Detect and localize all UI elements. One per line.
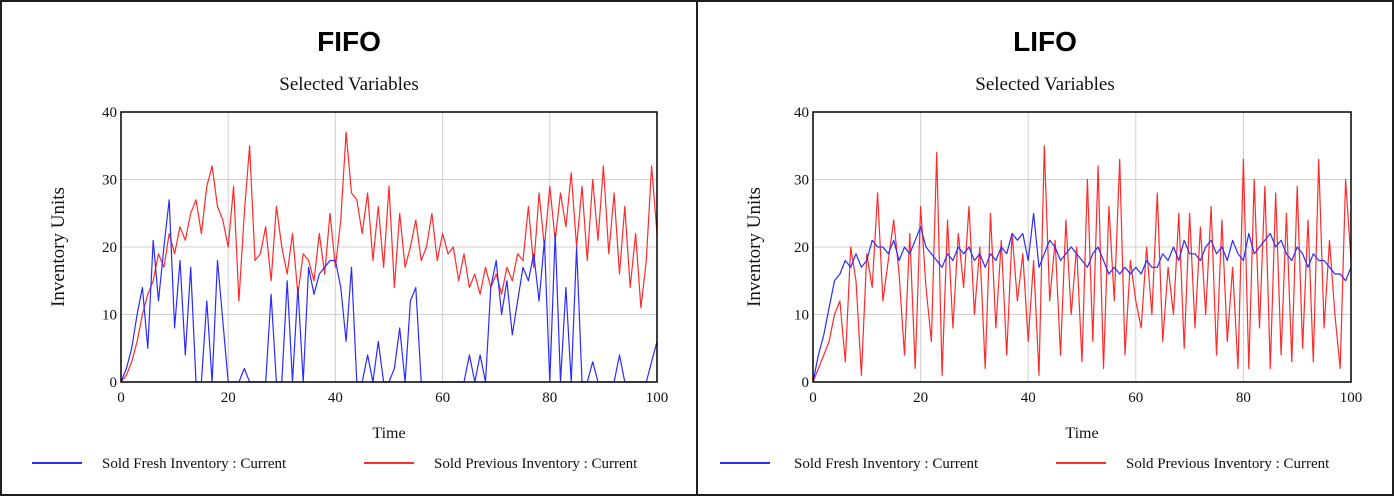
x-tick-label: 100 <box>1340 390 1363 406</box>
x-tick-label: 60 <box>435 390 450 406</box>
x-tick-label: 60 <box>1128 390 1143 406</box>
y-tick-label: 40 <box>794 105 809 121</box>
legend-label: Sold Previous Inventory : Current <box>434 456 638 472</box>
series-line-sold-previous <box>812 145 1352 383</box>
x-axis-label: Time <box>372 425 405 442</box>
chart-title: Selected Variables <box>279 74 419 95</box>
y-tick-label: 30 <box>102 173 117 189</box>
x-axis-label: Time <box>1065 425 1098 442</box>
chart-panel-fifo: FIFO Selected Variables 0 10 20 30 40 0 20 40 60… <box>0 0 698 496</box>
x-tick-label: 100 <box>646 390 669 406</box>
legend-label: Sold Fresh Inventory : Current <box>794 456 979 472</box>
y-tick-label: 30 <box>794 173 809 189</box>
plot-frame <box>812 111 1352 383</box>
y-tick-label: 0 <box>802 375 810 391</box>
y-tick-label: 0 <box>110 375 118 391</box>
legend-label: Sold Fresh Inventory : Current <box>102 456 287 472</box>
x-tick-label: 20 <box>913 390 928 406</box>
series-line-sold-fresh <box>120 199 658 383</box>
x-tick-label: 0 <box>809 390 817 406</box>
line-chart-lifo: 0 10 20 30 40 0 20 40 60 80 100 Time Inventory Units… <box>720 105 1363 472</box>
x-tick-label: 40 <box>328 390 343 406</box>
panel-title: LIFO <box>1013 26 1077 57</box>
y-axis-label: Inventory Units <box>744 187 765 307</box>
y-axis-label: Inventory Units <box>48 187 69 307</box>
y-tick-label: 40 <box>102 105 117 121</box>
y-tick-label: 20 <box>794 240 809 256</box>
chart-panel-lifo: LIFO Selected Variables 0 10 20 30 40 0 20 40 60… <box>696 0 1394 496</box>
x-tick-label: 40 <box>1021 390 1036 406</box>
y-tick-label: 10 <box>794 308 809 324</box>
legend-label: Sold Previous Inventory : Current <box>1126 456 1330 472</box>
y-tick-label: 10 <box>102 308 117 324</box>
chart-title: Selected Variables <box>975 74 1115 95</box>
x-tick-label: 20 <box>221 390 236 406</box>
y-tick-label: 20 <box>102 240 117 256</box>
x-tick-label: 80 <box>542 390 557 406</box>
series-line-sold-previous <box>120 131 658 383</box>
x-tick-label: 0 <box>117 390 125 406</box>
panel-title: FIFO <box>317 26 381 57</box>
plot-frame <box>120 111 658 383</box>
series-line-sold-fresh <box>812 212 1352 383</box>
x-tick-label: 80 <box>1236 390 1251 406</box>
line-chart-fifo: 0 10 20 30 40 0 20 40 60 80 100 Time Inventory Units… <box>32 105 669 472</box>
